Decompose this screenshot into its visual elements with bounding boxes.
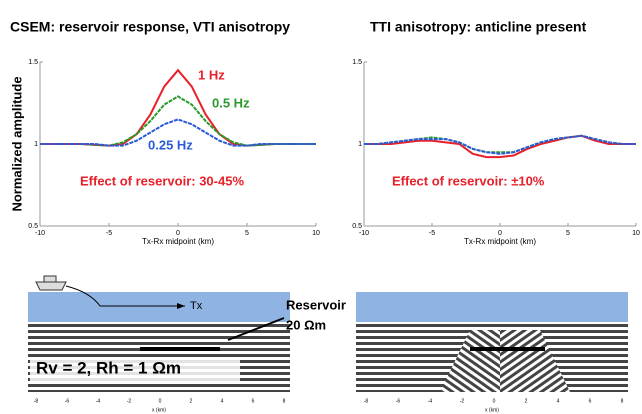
- x-tick-label: -5: [106, 230, 112, 237]
- diagram-tick: 4: [557, 398, 560, 404]
- diagram-tick: -8: [34, 398, 39, 404]
- arrow: [177, 303, 185, 309]
- y-axis-label: Normalized amplitude: [9, 76, 24, 211]
- y-tick-label: 1.5: [28, 59, 38, 66]
- diagram-tick: -2: [127, 398, 132, 404]
- x-tick-label: 5: [566, 230, 570, 237]
- diagram-tick: 8: [283, 398, 286, 404]
- x-tick-label: 0: [176, 230, 180, 237]
- chart-title: CSEM: reservoir response, VTI anisotropy: [10, 19, 290, 35]
- diagram-tick: -2: [460, 398, 465, 404]
- ship: [35, 275, 67, 291]
- series-line: [40, 118, 316, 147]
- diagram-tick: -6: [396, 398, 401, 404]
- x-tick-label: 5: [245, 230, 249, 237]
- chart-title: TTI anisotropy: anticline present: [370, 19, 587, 35]
- resistivity-label: 20 Ωm: [286, 317, 326, 332]
- water: [356, 292, 628, 322]
- diagram-tick: 8: [621, 398, 624, 404]
- y-tick-label: 1: [34, 141, 38, 148]
- x-tick-label: -10: [359, 230, 369, 237]
- annotation: Effect of reservoir: 30-45%: [80, 173, 244, 188]
- y-tick-label: 0.5: [28, 223, 38, 230]
- reservoir: [470, 347, 545, 351]
- diagram-tick: 2: [190, 398, 193, 404]
- x-tick-label: 10: [312, 230, 320, 237]
- diagram-tick: 2: [525, 398, 528, 404]
- diagram-tick: 0: [493, 398, 496, 404]
- x-tick-label: 10: [632, 230, 640, 237]
- x-tick-label: 0: [498, 230, 502, 237]
- series-line: [364, 134, 636, 159]
- series-line: [40, 68, 316, 147]
- diagram-tick: -4: [96, 398, 101, 404]
- diagram-tick: 0: [159, 398, 162, 404]
- series-label: 0.25 Hz: [148, 137, 193, 152]
- x-tick-label: -10: [35, 230, 45, 237]
- anticline: [500, 330, 570, 392]
- x-axis-label: Tx-Rx midpoint (km): [464, 237, 536, 246]
- reservoir: [140, 347, 220, 351]
- series-label: 1 Hz: [198, 67, 225, 82]
- x-label: x (km): [485, 407, 499, 413]
- diagram-tick: 6: [589, 398, 592, 404]
- diagram-tick: -4: [428, 398, 433, 404]
- reservoir-label: Reservoir: [286, 297, 346, 312]
- x-label: x (km): [152, 407, 166, 413]
- series-label: 0.5 Hz: [212, 95, 250, 110]
- arrow: [227, 317, 285, 341]
- label-bg: [30, 357, 240, 381]
- x-axis-label: Tx-Rx midpoint (km): [142, 237, 214, 246]
- y-tick-label: 1: [358, 141, 362, 148]
- series-line: [364, 134, 636, 155]
- y-tick-label: 1.5: [352, 59, 362, 66]
- anticline: [440, 330, 500, 392]
- y-tick-label: 0.5: [352, 223, 362, 230]
- background-label: Rv = 2, Rh = 1 Ωm: [36, 358, 181, 377]
- diagram-tick: -6: [65, 398, 70, 404]
- diagram-tick: 6: [252, 398, 255, 404]
- cable: [65, 285, 185, 307]
- tx-label: Tx: [190, 300, 203, 312]
- diagram-tick: -8: [364, 398, 369, 404]
- x-tick-label: -5: [429, 230, 435, 237]
- water: [28, 292, 290, 322]
- annotation: Effect of reservoir: ±10%: [392, 173, 545, 188]
- diagram-tick: 4: [221, 398, 224, 404]
